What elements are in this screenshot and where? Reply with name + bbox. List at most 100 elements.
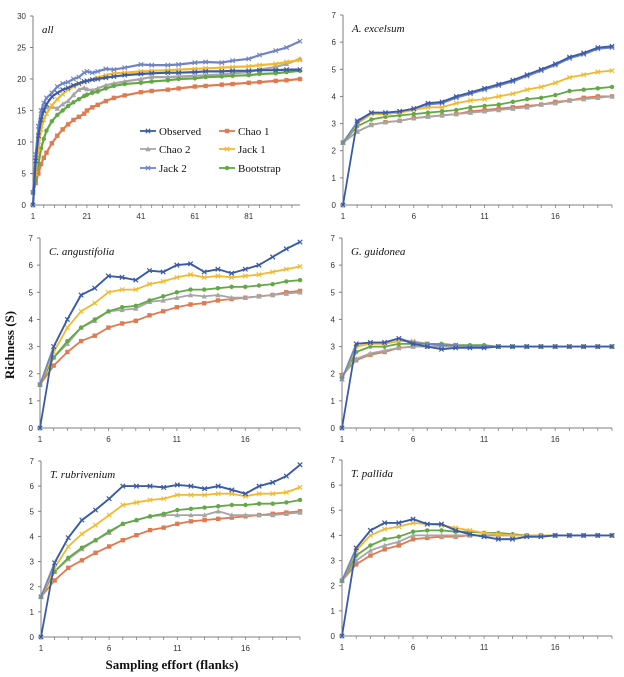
data-point-observed xyxy=(382,339,388,346)
data-point-bootstrap xyxy=(553,92,558,98)
data-point-chao-1 xyxy=(66,565,71,571)
data-point-observed xyxy=(510,77,516,83)
data-point-jack-1 xyxy=(481,96,488,102)
data-point-bootstrap xyxy=(149,79,154,84)
legend-label: Observed xyxy=(159,126,202,138)
data-point-bootstrap xyxy=(439,528,444,533)
legend-label: Jack 1 xyxy=(238,144,266,156)
y-tick-label: 5 xyxy=(29,288,34,297)
data-point-bootstrap xyxy=(188,287,193,292)
data-point-chao-2 xyxy=(580,96,587,102)
data-point-jack-1 xyxy=(133,286,139,293)
data-point-chao-1 xyxy=(41,155,46,160)
y-tick-label: 0 xyxy=(22,201,27,210)
legend-item-jack-1: Jack 1 xyxy=(219,144,266,156)
data-point-jack-1 xyxy=(92,522,99,528)
data-point-bootstrap xyxy=(270,501,275,506)
data-point-bootstrap xyxy=(581,87,586,92)
y-tick-label: 3 xyxy=(30,558,35,567)
data-point-bootstrap xyxy=(396,534,402,539)
data-point-jack-2 xyxy=(103,66,109,72)
data-point-bootstrap xyxy=(243,284,248,290)
data-point-chao-2 xyxy=(552,100,559,106)
data-point-jack-1 xyxy=(367,532,374,539)
data-point-chao-1 xyxy=(284,78,289,83)
x-tick-label: 1 xyxy=(31,212,36,221)
series-chao-2 xyxy=(340,93,615,145)
data-point-bootstrap xyxy=(175,507,180,513)
data-point-bootstrap xyxy=(161,511,166,516)
data-point-observed xyxy=(146,267,153,274)
series-line-jack-1 xyxy=(342,69,613,144)
data-point-observed xyxy=(78,292,84,298)
series-jack-2 xyxy=(38,462,303,600)
data-point-bootstrap xyxy=(188,506,194,511)
data-point-jack-2 xyxy=(54,83,60,90)
y-tick-label: 20 xyxy=(17,75,26,84)
data-point-chao-1 xyxy=(84,108,90,113)
data-point-jack-2 xyxy=(203,59,209,65)
data-point-observed xyxy=(397,108,403,114)
series-line-chao-2 xyxy=(341,534,612,582)
data-point-observed xyxy=(297,66,303,73)
data-point-bootstrap xyxy=(93,538,98,543)
data-point-bootstrap xyxy=(496,102,501,107)
data-point-observed xyxy=(552,343,558,350)
series-line-jack-1 xyxy=(40,486,301,598)
data-point-observed xyxy=(215,483,221,489)
series-jack-2 xyxy=(339,516,615,584)
data-point-jack-1 xyxy=(382,526,388,532)
data-point-bootstrap xyxy=(90,90,95,96)
data-point-observed xyxy=(595,532,601,539)
data-point-chao-1 xyxy=(410,537,416,542)
data-point-observed xyxy=(524,534,530,540)
data-point-bootstrap xyxy=(273,71,278,76)
data-point-observed xyxy=(396,335,402,342)
series-line-bootstrap xyxy=(40,499,301,598)
legend-label: Chao 2 xyxy=(159,144,190,156)
data-point-observed xyxy=(438,521,445,527)
series-line-jack-1 xyxy=(341,522,612,582)
data-point-chao-1 xyxy=(202,517,207,523)
data-point-jack-1 xyxy=(78,308,84,314)
data-point-observed xyxy=(229,68,236,74)
data-point-bootstrap xyxy=(539,95,544,100)
data-point-jack-2 xyxy=(297,38,303,44)
data-point-bootstrap xyxy=(297,497,303,503)
data-point-bootstrap xyxy=(66,555,71,560)
data-point-observed xyxy=(174,482,180,488)
y-tick-label: 1 xyxy=(331,607,336,616)
data-point-chao-2 xyxy=(174,295,180,300)
data-point-observed xyxy=(353,545,359,551)
series-line-chao-2 xyxy=(40,510,301,598)
data-point-chao-2 xyxy=(367,547,374,553)
y-tick-label: 0 xyxy=(29,424,34,433)
data-point-jack-2 xyxy=(111,66,117,73)
data-point-jack-1 xyxy=(119,286,125,293)
data-point-chao-2 xyxy=(524,104,530,110)
data-point-bootstrap xyxy=(44,128,49,133)
data-point-observed xyxy=(89,77,95,83)
data-point-jack-1 xyxy=(509,532,516,539)
data-point-chao-2 xyxy=(538,101,544,107)
x-tick-label: 11 xyxy=(173,435,182,444)
data-point-chao-2 xyxy=(201,512,208,518)
series-line-chao-2 xyxy=(39,291,301,386)
x-tick-label: 11 xyxy=(173,644,182,653)
data-point-jack-1 xyxy=(538,84,544,90)
data-point-chao-1 xyxy=(192,84,198,89)
x-tick-label: 1 xyxy=(340,643,345,652)
data-point-bootstrap xyxy=(284,279,289,284)
data-point-chao-2 xyxy=(481,108,488,114)
x-tick-label: 41 xyxy=(136,212,145,221)
x-tick-label: 6 xyxy=(411,435,416,444)
series-bootstrap xyxy=(339,528,615,583)
data-point-observed xyxy=(382,520,388,526)
data-point-observed xyxy=(340,202,346,208)
data-point-chao-1 xyxy=(106,325,111,330)
data-point-bootstrap xyxy=(369,117,374,122)
data-point-observed xyxy=(354,118,360,124)
data-point-observed xyxy=(566,54,573,60)
panel-title: T. rubrivenium xyxy=(50,469,115,481)
